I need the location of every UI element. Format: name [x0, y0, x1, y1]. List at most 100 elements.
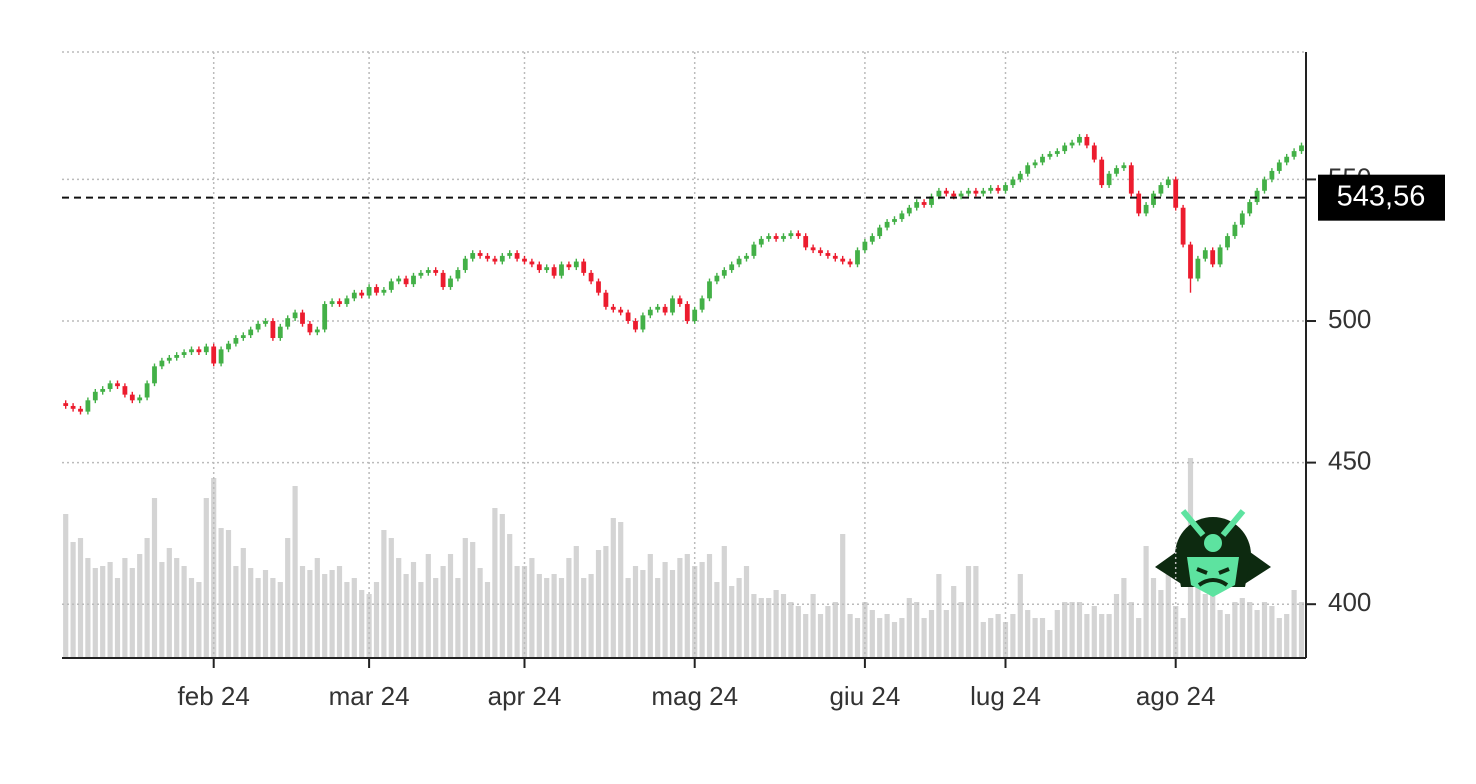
candle-body — [1128, 165, 1134, 194]
volume-bar — [632, 566, 639, 658]
volume-bar — [891, 622, 898, 658]
volume-bar — [100, 566, 106, 658]
volume-bar — [965, 566, 972, 658]
volume-bar — [462, 538, 468, 658]
candle-body — [684, 304, 690, 322]
candle-body — [788, 233, 794, 237]
volume-bar — [625, 578, 631, 658]
candle-body — [115, 383, 120, 387]
x-tick-label: apr 24 — [488, 681, 562, 711]
volume-bar — [1062, 602, 1068, 658]
volume-bar — [795, 606, 801, 658]
volume-bar — [381, 530, 387, 658]
candle-body — [433, 270, 439, 273]
candle-body — [1054, 151, 1060, 154]
candle-body — [403, 278, 409, 285]
volume-bar — [936, 574, 942, 658]
volume-bar — [1121, 578, 1127, 658]
candle-body — [825, 253, 831, 256]
candle-body — [248, 329, 254, 336]
volume-bar — [1224, 614, 1231, 658]
volume-bar — [484, 582, 491, 658]
volume-bar — [270, 578, 276, 658]
volume-bar — [1180, 618, 1186, 658]
volume-bar — [758, 598, 764, 658]
y-tick-label: 500 — [1328, 304, 1371, 334]
volume-bar — [884, 614, 890, 658]
candle-body — [714, 275, 720, 282]
candle-body — [1084, 136, 1090, 146]
candle-body — [603, 292, 609, 307]
volume-bar — [322, 574, 328, 658]
candle-body — [1032, 162, 1038, 166]
volume-bar — [1269, 606, 1275, 658]
volume-bar — [1069, 602, 1075, 658]
volume-bar — [588, 574, 594, 658]
candle-body — [351, 292, 357, 299]
candle-body — [514, 253, 520, 259]
candle-body — [1121, 165, 1127, 169]
candle-body — [300, 312, 305, 324]
volume-bar — [1254, 610, 1260, 658]
volume-bar — [1150, 578, 1157, 658]
candle-body — [566, 264, 572, 268]
volume-bar — [225, 530, 232, 658]
candle-body — [1269, 170, 1275, 180]
candle-body — [1173, 179, 1179, 208]
candle-body — [958, 193, 964, 197]
volume-bar — [669, 570, 676, 658]
volume-bar — [1047, 630, 1053, 658]
volume-bar — [640, 570, 646, 658]
volume-bar — [366, 594, 372, 658]
candle-body — [152, 366, 157, 384]
candle-body — [1010, 179, 1016, 186]
volume-bar — [677, 558, 683, 658]
volume-bar — [1276, 618, 1282, 658]
volume-bar — [440, 566, 446, 658]
volume-bar — [240, 548, 246, 658]
candle-body — [892, 219, 897, 222]
candle-body — [1291, 151, 1297, 157]
volume-bar — [470, 542, 476, 658]
candle-body — [581, 261, 587, 273]
volume-bar — [655, 578, 661, 658]
volume-bar — [151, 498, 158, 658]
candle-body — [1151, 193, 1156, 205]
volume-bar — [1076, 602, 1083, 658]
volume-bar — [188, 578, 195, 658]
candle-body — [921, 202, 927, 205]
candle-body — [211, 346, 217, 364]
candle-body — [307, 323, 313, 333]
volume-bar — [551, 574, 557, 658]
volume-bar — [743, 566, 750, 658]
volume-bar — [988, 618, 994, 658]
candle-body — [477, 253, 483, 256]
volume-bar — [840, 534, 846, 658]
candle-body — [388, 281, 394, 290]
candle-body — [1099, 159, 1105, 186]
volume-bar — [854, 618, 861, 658]
volume-bar — [1247, 602, 1253, 658]
candle-body — [455, 270, 461, 279]
last-price-box — [1318, 174, 1445, 221]
candle-body — [618, 309, 624, 313]
volume-bar — [817, 614, 824, 658]
candle-body — [381, 289, 387, 293]
candle-body — [1025, 165, 1031, 174]
candle-body — [1047, 153, 1053, 157]
volume-bar — [418, 582, 424, 658]
candle-body — [411, 275, 416, 285]
candle-body — [344, 298, 350, 305]
candle-body — [707, 281, 712, 299]
volume-bar — [248, 568, 254, 658]
candle-body — [166, 357, 172, 361]
volume-bar — [899, 618, 905, 658]
volume-bar — [233, 566, 239, 658]
candle-body — [869, 236, 875, 242]
volume-bar — [1025, 610, 1031, 658]
volume-bar — [1202, 594, 1208, 658]
x-tick-label: ago 24 — [1136, 681, 1216, 711]
candle-body — [699, 298, 705, 310]
volume-bar — [63, 514, 69, 658]
volume-bar — [403, 574, 409, 658]
